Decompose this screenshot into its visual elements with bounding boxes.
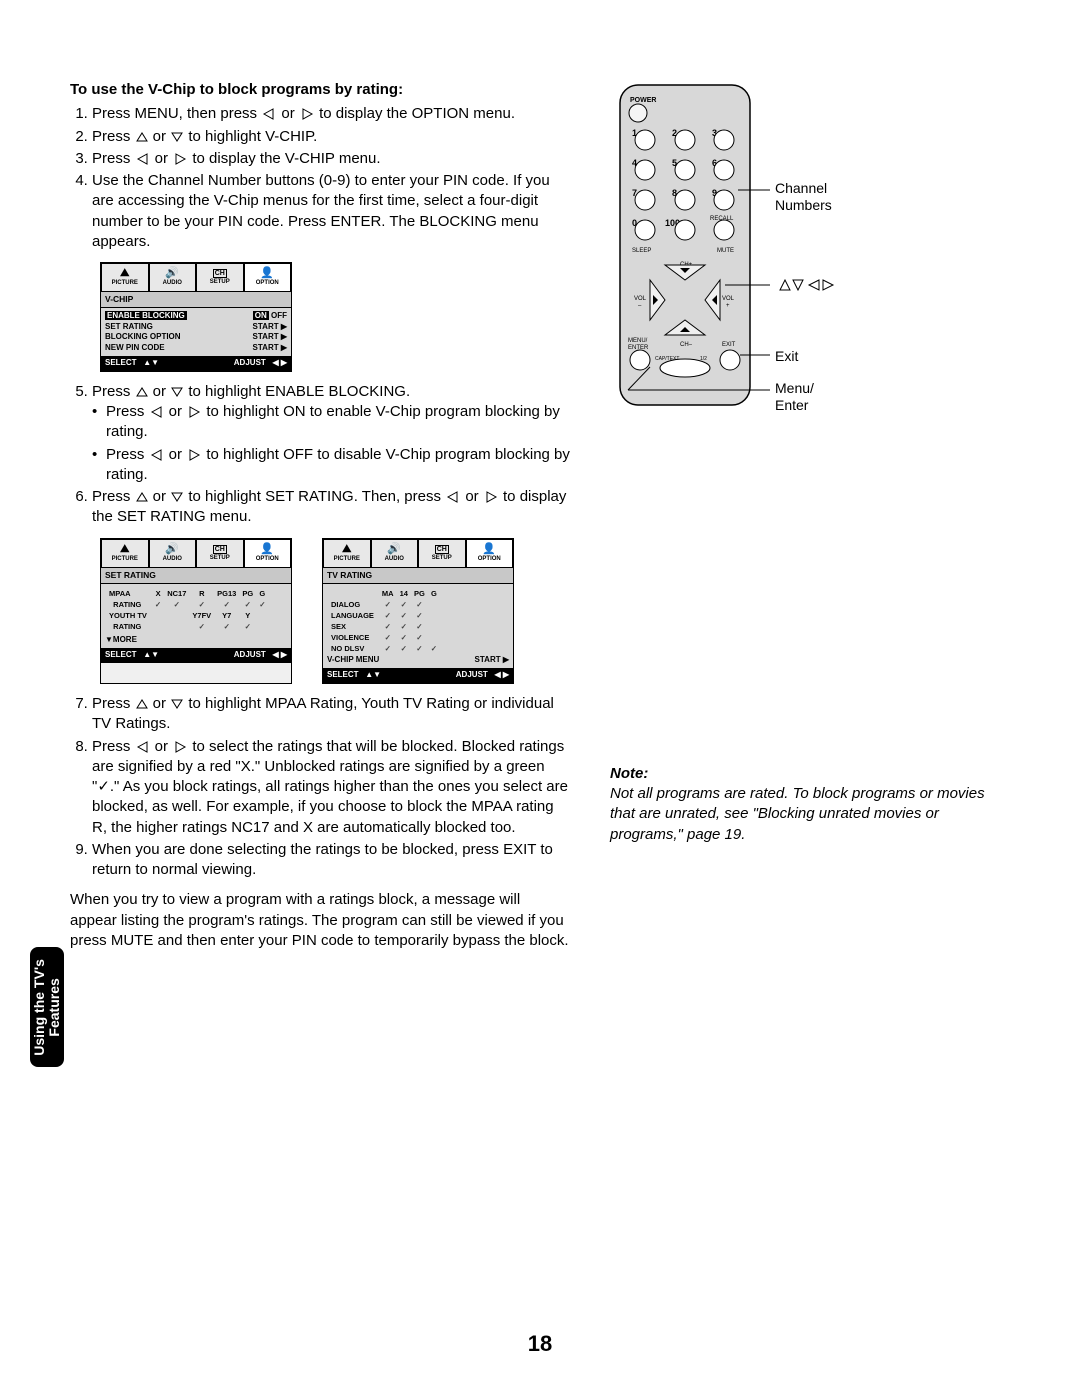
page-number: 18 — [0, 1331, 1080, 1357]
up-arrow-icon — [136, 491, 148, 503]
right-arrow-icon — [300, 108, 314, 120]
menu-body: ENABLE BLOCKINGON OFF SET RATINGSTART ▶ … — [101, 308, 291, 356]
right-arrow-icon — [173, 153, 187, 165]
remote-diagram: POWER 1 2 3 4 5 6 7 8 9 0 100 RECALL S — [610, 80, 1010, 425]
left-arrow-icon — [136, 741, 150, 753]
svg-text:MUTE: MUTE — [717, 248, 734, 254]
tv-rating-table: MA14PGG DIALOG✓✓✓ LANGUAGE✓✓✓ SEX✓✓✓ VIO… — [327, 587, 441, 655]
note-body: Not all programs are rated. To block pro… — [610, 784, 1010, 845]
svg-text:EXIT: EXIT — [722, 342, 736, 348]
label-menu-enter: Menu/ Enter — [775, 380, 814, 414]
svg-text:SLEEP: SLEEP — [632, 248, 651, 254]
set-rating-menu-screenshot: ⛰PICTURE 🔊AUDIO CHSETUP 👤OPTION SET RATI… — [100, 538, 292, 685]
down-arrow-icon — [171, 491, 183, 503]
menu-row: ⛰PICTURE 🔊AUDIO CHSETUP 👤OPTION SET RATI… — [100, 538, 570, 685]
tv-rating-menu-screenshot: ⛰PICTURE 🔊AUDIO CHSETUP 👤OPTION TV RATIN… — [322, 538, 514, 685]
step-6: Press or to highlight SET RATING. Then, … — [92, 487, 570, 528]
closing-paragraph: When you try to view a program with a ra… — [70, 890, 570, 951]
left-arrow-icon — [150, 406, 164, 418]
step-3: Press or to display the V-CHIP menu. — [92, 149, 570, 169]
note-title: Note: — [610, 765, 1010, 782]
down-arrow-icon — [171, 698, 183, 710]
svg-text:POWER: POWER — [630, 97, 656, 104]
menu-title: V-CHIP — [101, 291, 291, 308]
right-arrow-icon — [484, 491, 498, 503]
step-7: Press or to highlight MPAA Rating, Youth… — [92, 694, 570, 735]
step-8: Press or to select the ratings that will… — [92, 737, 570, 838]
steps-list-cont: Press or to highlight ENABLE BLOCKING. P… — [70, 382, 570, 528]
up-arrow-icon — [136, 131, 148, 143]
svg-text:+: + — [726, 303, 730, 309]
step-1: Press MENU, then press or to display the… — [92, 104, 570, 124]
step-5-bullet-1: Press or to highlight ON to enable V-Chi… — [92, 402, 570, 443]
tab-option: 👤OPTION — [244, 263, 292, 291]
svg-text:VOL: VOL — [634, 296, 647, 302]
svg-text:VOL: VOL — [722, 296, 735, 302]
svg-text:MENU/: MENU/ — [628, 338, 648, 344]
step-2: Press or to highlight V-CHIP. — [92, 127, 570, 147]
section-heading: To use the V-Chip to block programs by r… — [70, 80, 570, 100]
up-arrow-icon — [136, 386, 148, 398]
down-arrow-icon — [171, 131, 183, 143]
label-exit: Exit — [775, 348, 798, 365]
tab-audio: 🔊AUDIO — [149, 263, 197, 291]
right-arrow-icon — [173, 741, 187, 753]
up-arrow-icon — [136, 698, 148, 710]
down-arrow-icon — [171, 386, 183, 398]
left-arrow-icon — [262, 108, 276, 120]
left-arrow-icon — [446, 491, 460, 503]
step-9: When you are done selecting the ratings … — [92, 840, 570, 881]
step-5: Press or to highlight ENABLE BLOCKING. P… — [92, 382, 570, 485]
left-arrow-icon — [150, 449, 164, 461]
vchip-menu-screenshot: ⛰PICTURE 🔊AUDIO CHSETUP 👤OPTION V-CHIP E… — [100, 262, 292, 372]
note-block: Note: Not all programs are rated. To blo… — [610, 765, 1010, 845]
svg-text:CH–: CH– — [680, 342, 693, 348]
steps-list-cont2: Press or to highlight MPAA Rating, Youth… — [70, 694, 570, 880]
right-column: POWER 1 2 3 4 5 6 7 8 9 0 100 RECALL S — [610, 80, 1010, 845]
steps-list: Press MENU, then press or to display the… — [70, 104, 570, 252]
label-channel-numbers: Channel Numbers — [775, 180, 832, 214]
tab-picture: ⛰PICTURE — [101, 263, 149, 291]
side-tab: Using the TV's Features — [30, 947, 64, 1067]
step-5-bullet-2: Press or to highlight OFF to disable V-C… — [92, 445, 570, 486]
remote-svg: POWER 1 2 3 4 5 6 7 8 9 0 100 RECALL S — [610, 80, 890, 420]
tab-setup: CHSETUP — [196, 263, 244, 291]
step-4: Use the Channel Number buttons (0-9) to … — [92, 171, 570, 252]
menu-footer: SELECT ▲▼ ADJUST ◀ ▶ — [101, 356, 291, 371]
manual-page: To use the V-Chip to block programs by r… — [0, 0, 1080, 1397]
menu-tabs: ⛰PICTURE 🔊AUDIO CHSETUP 👤OPTION — [101, 263, 291, 291]
main-column: To use the V-Chip to block programs by r… — [70, 80, 570, 951]
mpaa-rating-table: MPAA XNC17RPG13PGG RATING ✓✓✓✓✓✓ YOUTH T… — [105, 587, 270, 633]
right-arrow-icon — [187, 406, 201, 418]
label-arrows — [775, 277, 835, 297]
left-arrow-icon — [136, 153, 150, 165]
right-arrow-icon — [187, 449, 201, 461]
